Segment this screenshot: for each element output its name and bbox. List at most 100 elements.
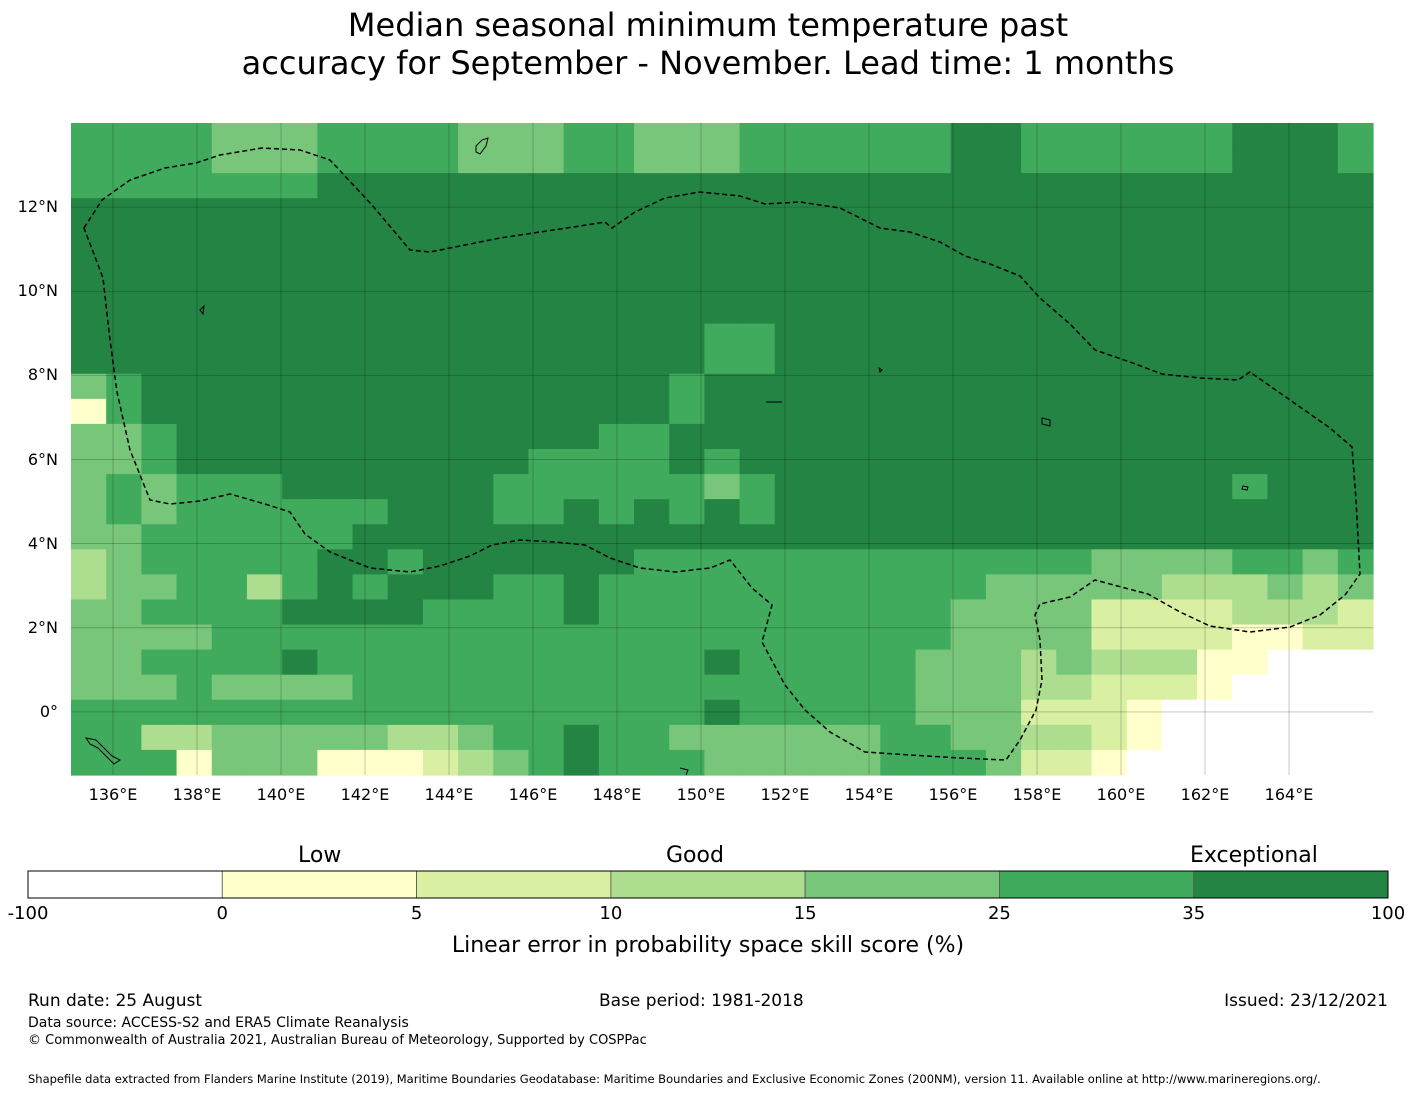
colorbar-title: Linear error in probability space skill … <box>451 933 965 958</box>
skill-cell <box>246 449 283 475</box>
skill-cell <box>563 674 600 701</box>
lon-label: 136°E <box>88 785 138 804</box>
skill-cell <box>1337 549 1374 575</box>
skill-cell <box>1232 749 1269 776</box>
skill-cell <box>704 123 741 149</box>
island-palau <box>84 737 121 765</box>
skill-cell <box>809 373 846 400</box>
skill-cell <box>246 373 283 400</box>
skill-cell <box>880 348 917 375</box>
skill-cell <box>704 148 741 174</box>
skill-cell <box>1056 348 1093 375</box>
skill-cell <box>739 123 776 149</box>
skill-cell <box>1021 724 1057 751</box>
skill-cell <box>1091 649 1128 676</box>
skill-cell <box>845 549 881 575</box>
island-small-2 <box>878 366 883 373</box>
skill-cell <box>1161 524 1198 550</box>
skill-cell <box>985 198 1022 224</box>
skill-cell <box>1056 449 1093 475</box>
skill-cell <box>809 298 846 325</box>
skill-cell <box>598 624 635 651</box>
skill-cell <box>1197 524 1233 550</box>
skill-cell <box>845 273 881 300</box>
skill-cell <box>1302 674 1339 701</box>
skill-cell <box>176 474 213 500</box>
skill-cell <box>387 624 424 651</box>
lon-label: 162°E <box>1180 785 1230 804</box>
skill-cell <box>317 198 354 224</box>
skill-cell <box>1161 599 1198 626</box>
skill-cell <box>528 148 565 174</box>
skill-cell <box>282 449 318 475</box>
skill-cell <box>493 248 530 275</box>
skill-cell <box>985 173 1022 199</box>
skill-cell <box>634 423 670 450</box>
skill-cell <box>422 323 459 350</box>
skill-cell <box>493 699 530 726</box>
skill-cell <box>739 524 776 550</box>
skill-cell <box>387 198 424 224</box>
skill-cell <box>176 524 213 550</box>
skill-cell <box>1232 524 1269 550</box>
skill-cell <box>106 624 142 651</box>
skill-cell <box>704 574 741 601</box>
skill-cell <box>176 749 213 776</box>
skill-cell <box>1126 348 1163 375</box>
skill-cell <box>563 649 600 676</box>
skill-cell <box>282 248 318 275</box>
skill-cell <box>1337 298 1374 325</box>
map-title: Median seasonal minimum temperature past… <box>0 6 1416 82</box>
skill-cell <box>1161 223 1198 249</box>
skill-cell <box>352 123 389 149</box>
skill-cell <box>634 674 670 701</box>
skill-cell <box>950 574 987 601</box>
skill-cell <box>1126 724 1163 751</box>
skill-cell <box>246 323 283 350</box>
skill-cell <box>1126 699 1163 726</box>
skill-cell <box>1091 123 1128 149</box>
skill-cell <box>352 348 389 375</box>
skill-cell <box>985 474 1022 500</box>
skill-cell <box>598 148 635 174</box>
skill-cell <box>1197 198 1233 224</box>
skill-cell <box>1267 198 1304 224</box>
skill-cell <box>950 298 987 325</box>
skill-cell <box>1232 474 1269 500</box>
lat-label: 8°N <box>27 365 58 385</box>
skill-cell <box>1302 699 1339 726</box>
skill-cell <box>985 599 1022 626</box>
skill-cell <box>352 373 389 400</box>
skill-cell <box>985 749 1022 776</box>
skill-cell <box>774 574 811 601</box>
skill-cell <box>528 173 565 199</box>
skill-cell <box>950 398 987 425</box>
skill-cell <box>1197 724 1233 751</box>
skill-cell <box>563 198 600 224</box>
skill-cell <box>1232 574 1269 601</box>
skill-cell <box>1126 674 1163 701</box>
skill-cell <box>528 724 565 751</box>
skill-cell <box>352 449 389 475</box>
skill-cell <box>106 474 142 500</box>
skill-cell <box>176 173 213 199</box>
skill-cell <box>774 724 811 751</box>
skill-cell <box>317 123 354 149</box>
skill-cell <box>317 373 354 400</box>
skill-cell <box>352 248 389 275</box>
skill-cell <box>704 699 741 726</box>
skill-cell <box>282 123 318 149</box>
skill-cell <box>845 298 881 325</box>
skill-cell <box>1021 348 1057 375</box>
skill-cell <box>809 524 846 550</box>
skill-cell <box>809 223 846 249</box>
skill-cell <box>1056 173 1093 199</box>
skill-cell <box>634 373 670 400</box>
skill-cell <box>1126 248 1163 275</box>
skill-cell <box>1161 474 1198 500</box>
skill-cell <box>1091 298 1128 325</box>
skill-cell <box>950 273 987 300</box>
skill-cell <box>317 323 354 350</box>
skill-cell <box>1302 373 1339 400</box>
